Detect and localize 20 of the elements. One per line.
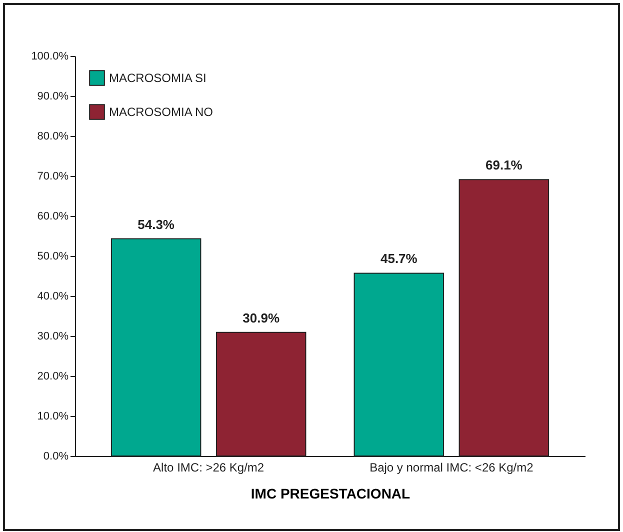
x-axis-title: IMC PREGESTACIONAL bbox=[250, 486, 411, 502]
y-tick-label: 100.0% bbox=[31, 50, 69, 62]
y-tick-label: 20.0% bbox=[37, 370, 69, 382]
legend-label: MACROSOMIA SI bbox=[109, 71, 206, 85]
y-tick-label: 60.0% bbox=[37, 210, 69, 222]
x-tick-label: Bajo y normal IMC: <26 Kg/m2 bbox=[370, 460, 534, 474]
y-tick-label: 50.0% bbox=[37, 250, 69, 262]
y-tick-label: 10.0% bbox=[37, 410, 69, 422]
data-label: 30.9% bbox=[242, 310, 280, 326]
y-tick-label: 0.0% bbox=[43, 450, 69, 462]
legend-label: MACROSOMIA NO bbox=[109, 105, 214, 119]
x-tick-label: Alto IMC: >26 Kg/m2 bbox=[153, 460, 264, 474]
y-tick-label: 70.0% bbox=[37, 170, 69, 182]
y-tick-label: 30.0% bbox=[37, 330, 69, 342]
y-tick-label: 80.0% bbox=[37, 130, 69, 142]
y-tick-label: 40.0% bbox=[37, 290, 69, 302]
data-label: 69.1% bbox=[486, 158, 523, 173]
y-tick-label: 90.0% bbox=[37, 90, 69, 102]
data-label: 54.3% bbox=[138, 216, 175, 232]
data-label: 45.7% bbox=[380, 251, 418, 266]
